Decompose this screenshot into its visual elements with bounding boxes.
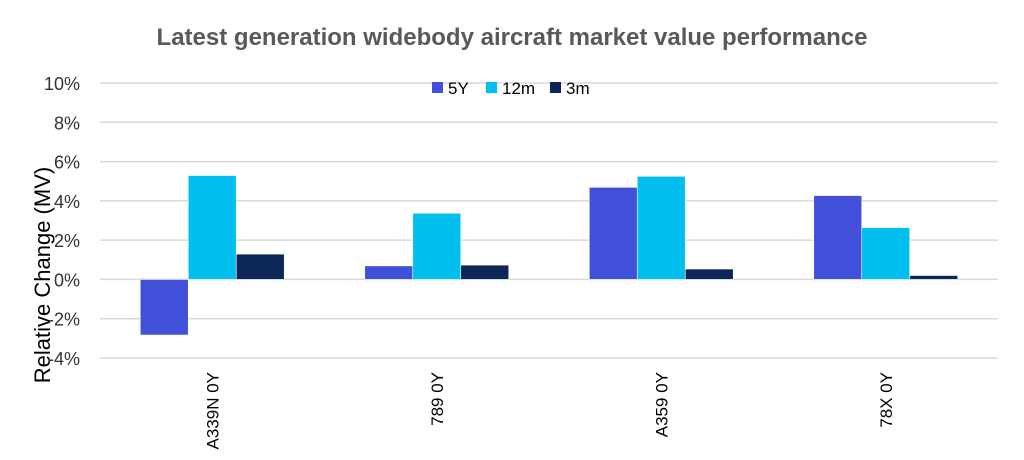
bar-5Y-A359-0Y <box>588 187 638 280</box>
y-tick-label: 0% <box>54 270 80 290</box>
bar-5Y-78X-0Y <box>813 195 863 280</box>
y-tick-label: 6% <box>54 153 80 173</box>
chart-title: Latest generation widebody aircraft mark… <box>157 24 868 51</box>
y-tick-label: 4% <box>54 192 80 212</box>
y-tick-label: -2% <box>48 310 80 330</box>
bar-3m-A339N-0Y <box>235 253 285 280</box>
legend-label-12m: 12m <box>502 79 535 98</box>
legend-swatch-12m <box>486 82 497 93</box>
bar-3m-A359-0Y <box>684 268 734 280</box>
legend-swatch-5Y <box>432 82 443 93</box>
y-tick-label: 10% <box>44 74 80 94</box>
bar-3m-78X-0Y <box>909 275 959 280</box>
bar-5Y-A339N-0Y <box>139 279 189 336</box>
bar-12m-A339N-0Y <box>187 175 237 280</box>
x-tick-label: A359 0Y <box>652 372 671 437</box>
x-tick-label: 78X 0Y <box>877 372 896 428</box>
legend-label-5Y: 5Y <box>448 79 469 98</box>
bar-12m-A359-0Y <box>636 176 686 280</box>
y-tick-label: -4% <box>48 349 80 369</box>
bar-12m-78X-0Y <box>861 227 911 280</box>
x-tick-label: A339N 0Y <box>203 372 222 450</box>
legend-label-3m: 3m <box>566 79 590 98</box>
bar-5Y-789-0Y <box>364 265 414 280</box>
y-axis-label: Relative Change (MV) <box>30 167 55 383</box>
bar-12m-789-0Y <box>412 212 462 280</box>
y-tick-label: 8% <box>54 113 80 133</box>
x-tick-label: 789 0Y <box>428 372 447 426</box>
legend-swatch-3m <box>550 82 561 93</box>
bar-3m-789-0Y <box>460 264 510 280</box>
y-tick-label: 2% <box>54 231 80 251</box>
